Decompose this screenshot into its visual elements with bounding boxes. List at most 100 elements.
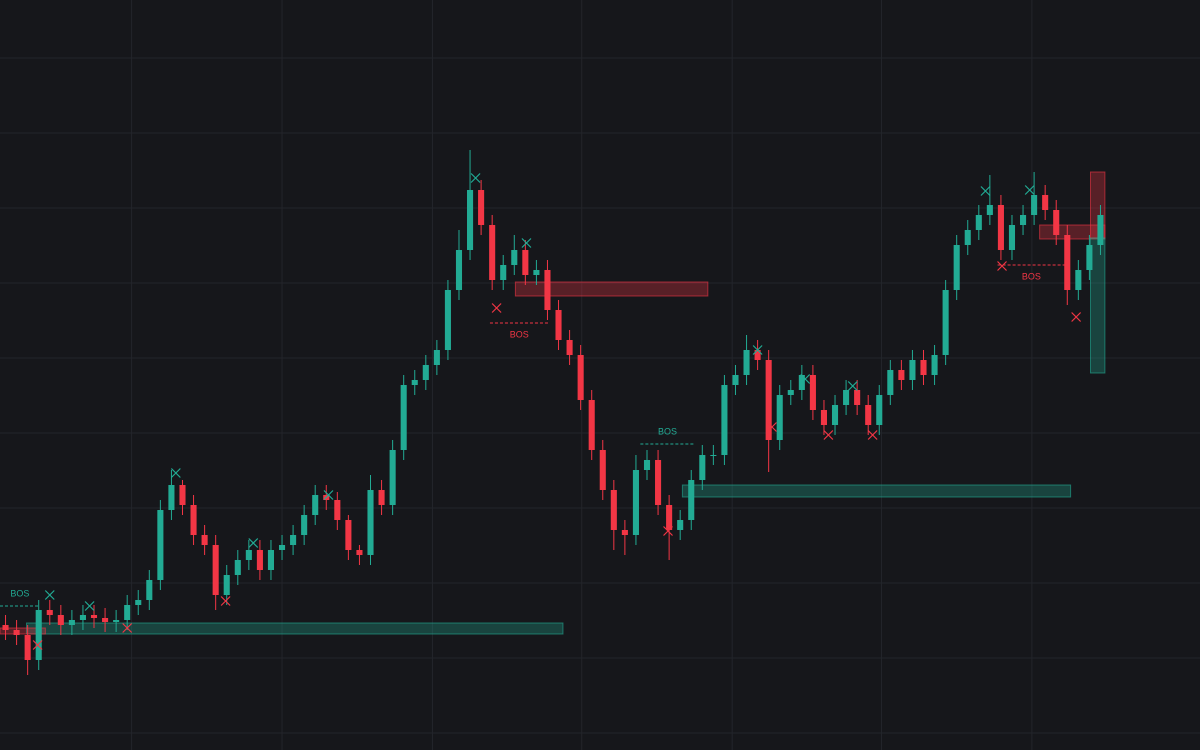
candle-body xyxy=(986,205,993,215)
candle-body xyxy=(102,618,109,622)
candle-body xyxy=(1042,195,1049,210)
candle-body xyxy=(865,405,872,425)
candle-body xyxy=(2,625,9,630)
candle-body xyxy=(820,410,828,425)
candle-body xyxy=(809,375,816,410)
candle-body xyxy=(544,270,551,310)
candle-body xyxy=(655,460,662,505)
candle-body xyxy=(643,460,651,470)
candle-body xyxy=(46,610,53,615)
candle-body xyxy=(975,215,982,230)
candle-body xyxy=(135,600,142,605)
candle-body xyxy=(610,490,617,530)
candle-body xyxy=(964,230,971,245)
candle-body xyxy=(90,615,98,618)
swing-marker xyxy=(32,640,43,650)
candle-body xyxy=(721,385,728,455)
candle-body xyxy=(367,490,374,555)
candle-body xyxy=(588,400,595,450)
candle-body xyxy=(743,350,750,375)
candle-body xyxy=(267,550,275,570)
swing-marker xyxy=(800,374,811,384)
zone xyxy=(26,622,564,635)
candle-body xyxy=(278,545,286,550)
candle-body xyxy=(13,630,20,635)
candle-body xyxy=(765,360,772,440)
candle-body xyxy=(920,360,927,375)
candle-body xyxy=(179,485,186,505)
candle-body xyxy=(201,535,208,545)
candle-body xyxy=(831,405,839,425)
candle-body xyxy=(245,550,252,560)
candle-body xyxy=(1086,245,1093,270)
candle-body xyxy=(356,550,363,555)
candle-body xyxy=(666,505,673,530)
candle-body xyxy=(566,340,573,355)
candle-body xyxy=(710,455,717,456)
candle-body xyxy=(997,205,1004,250)
swing-marker xyxy=(491,303,502,313)
swing-marker xyxy=(867,430,878,440)
bos-label: BOS xyxy=(1022,271,1041,281)
candle-body xyxy=(389,450,396,505)
candle-body xyxy=(699,455,706,480)
bos-label: BOS xyxy=(10,588,29,598)
swing-marker xyxy=(84,601,95,611)
candle-body xyxy=(378,490,385,505)
candle-body xyxy=(1064,235,1071,290)
candle-body xyxy=(1031,195,1038,215)
swing-marker xyxy=(823,430,834,440)
swing-marker xyxy=(122,623,133,633)
zone xyxy=(1090,237,1106,374)
swing-marker xyxy=(997,261,1007,271)
candle-body xyxy=(68,620,75,625)
swing-marker xyxy=(170,468,181,478)
candle-body xyxy=(1075,270,1082,290)
candle-body xyxy=(854,390,861,405)
candle-body xyxy=(621,530,628,535)
candle-body xyxy=(290,535,297,545)
candle-body xyxy=(1020,215,1027,225)
candle-body xyxy=(57,615,64,625)
swing-marker xyxy=(470,173,481,183)
candle-body xyxy=(35,610,42,660)
swing-marker xyxy=(323,490,334,500)
candle-body xyxy=(212,545,219,595)
swing-marker xyxy=(767,422,777,432)
candle-body xyxy=(787,390,794,395)
swing-marker xyxy=(663,526,673,536)
candle-body xyxy=(887,370,894,395)
zone xyxy=(514,281,709,297)
candle-body xyxy=(555,310,562,340)
candle-body xyxy=(124,605,131,620)
candle-body xyxy=(190,505,197,535)
swing-marker xyxy=(220,596,231,606)
candle-body xyxy=(876,395,883,425)
swing-marker xyxy=(752,345,763,355)
candle-body xyxy=(511,250,518,265)
swing-marker xyxy=(847,381,858,391)
candle-body xyxy=(1053,210,1060,235)
candle-body xyxy=(522,250,529,275)
candle-body xyxy=(113,620,120,622)
swing-marker xyxy=(1024,185,1035,195)
candle-body xyxy=(455,250,463,290)
candle-body xyxy=(312,495,319,515)
candle-body xyxy=(345,520,352,550)
swing-marker xyxy=(980,186,991,196)
bos-label: BOS xyxy=(658,426,677,436)
candle-body xyxy=(444,290,451,350)
candle-body xyxy=(599,450,606,490)
candle-body xyxy=(533,270,540,275)
candle-body xyxy=(467,190,474,250)
candle-body xyxy=(577,355,584,400)
candle-body xyxy=(411,380,418,385)
candle-body xyxy=(732,375,739,385)
candle-body xyxy=(146,580,153,600)
candle-body xyxy=(688,480,695,520)
swing-marker xyxy=(44,590,55,600)
candle-body xyxy=(234,560,241,575)
candle-body xyxy=(909,360,916,380)
